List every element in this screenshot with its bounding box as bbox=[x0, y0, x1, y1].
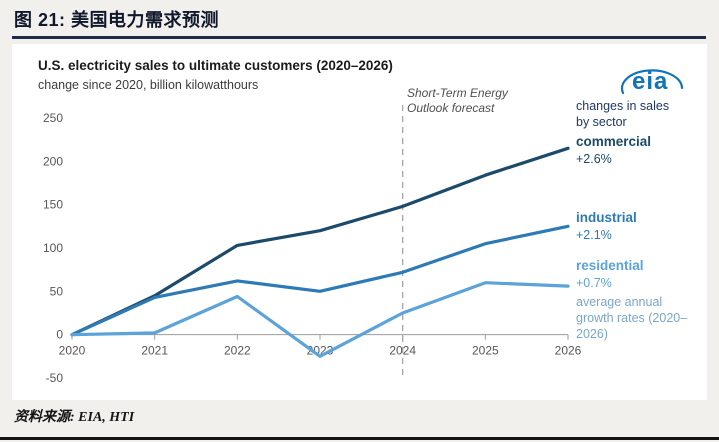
chart-subtitle: change since 2020, billion kilowatthours bbox=[38, 78, 259, 92]
x-tick-label: 2026 bbox=[555, 344, 582, 358]
legend-growth-note: average annual growth rates (2020–2026) bbox=[576, 295, 688, 341]
legend-industrial-rate: +2.1% bbox=[576, 228, 612, 242]
chart-title: U.S. electricity sales to ultimate custo… bbox=[38, 58, 393, 73]
eia-logo: eia bbox=[616, 60, 688, 104]
x-tick-label: 2022 bbox=[224, 344, 251, 358]
eia-logo-text: eia bbox=[632, 68, 669, 95]
y-tick-label: 150 bbox=[43, 198, 63, 212]
line-chart: 2020 2021 2022 2023 2024 2025 2026-50050100150… bbox=[43, 105, 582, 385]
y-tick-label: -50 bbox=[46, 371, 64, 385]
eia-logo-swoosh-icon bbox=[620, 69, 684, 95]
source-note: 资料来源: EIA, HTI bbox=[14, 410, 135, 425]
forecast-annotation: Short-Term Energy Outlook forecast bbox=[407, 86, 508, 116]
x-tick-label: 2020 bbox=[59, 344, 86, 358]
forecast-annotation-line1: Short-Term Energy bbox=[407, 86, 508, 100]
y-tick-label: 250 bbox=[43, 111, 63, 125]
legend-commercial-rate: +2.6% bbox=[576, 152, 612, 166]
legend-commercial-label: commercial bbox=[576, 134, 652, 149]
figure-title: 图 21: 美国电力需求预测 bbox=[14, 10, 220, 30]
x-tick-label: 2021 bbox=[141, 344, 168, 358]
y-tick-label: 100 bbox=[43, 241, 63, 255]
y-tick-label: 200 bbox=[43, 154, 63, 168]
y-tick-label: 0 bbox=[56, 328, 63, 342]
series-line-residential bbox=[70, 281, 570, 358]
legend-header: changes in sales by sector bbox=[576, 99, 670, 129]
legend-residential-label: residential bbox=[576, 258, 644, 273]
legend-industrial-label: industrial bbox=[576, 210, 637, 225]
title-underline bbox=[12, 36, 706, 39]
series-line-industrial bbox=[70, 224, 570, 337]
x-tick-label: 2025 bbox=[472, 344, 499, 358]
bottom-divider bbox=[0, 437, 719, 440]
chart-panel bbox=[12, 44, 707, 400]
y-tick-label: 50 bbox=[50, 284, 64, 298]
series-line-commercial bbox=[70, 146, 570, 337]
forecast-annotation-line2: Outlook forecast bbox=[407, 101, 495, 115]
legend-residential-rate: +0.7% bbox=[576, 276, 612, 290]
